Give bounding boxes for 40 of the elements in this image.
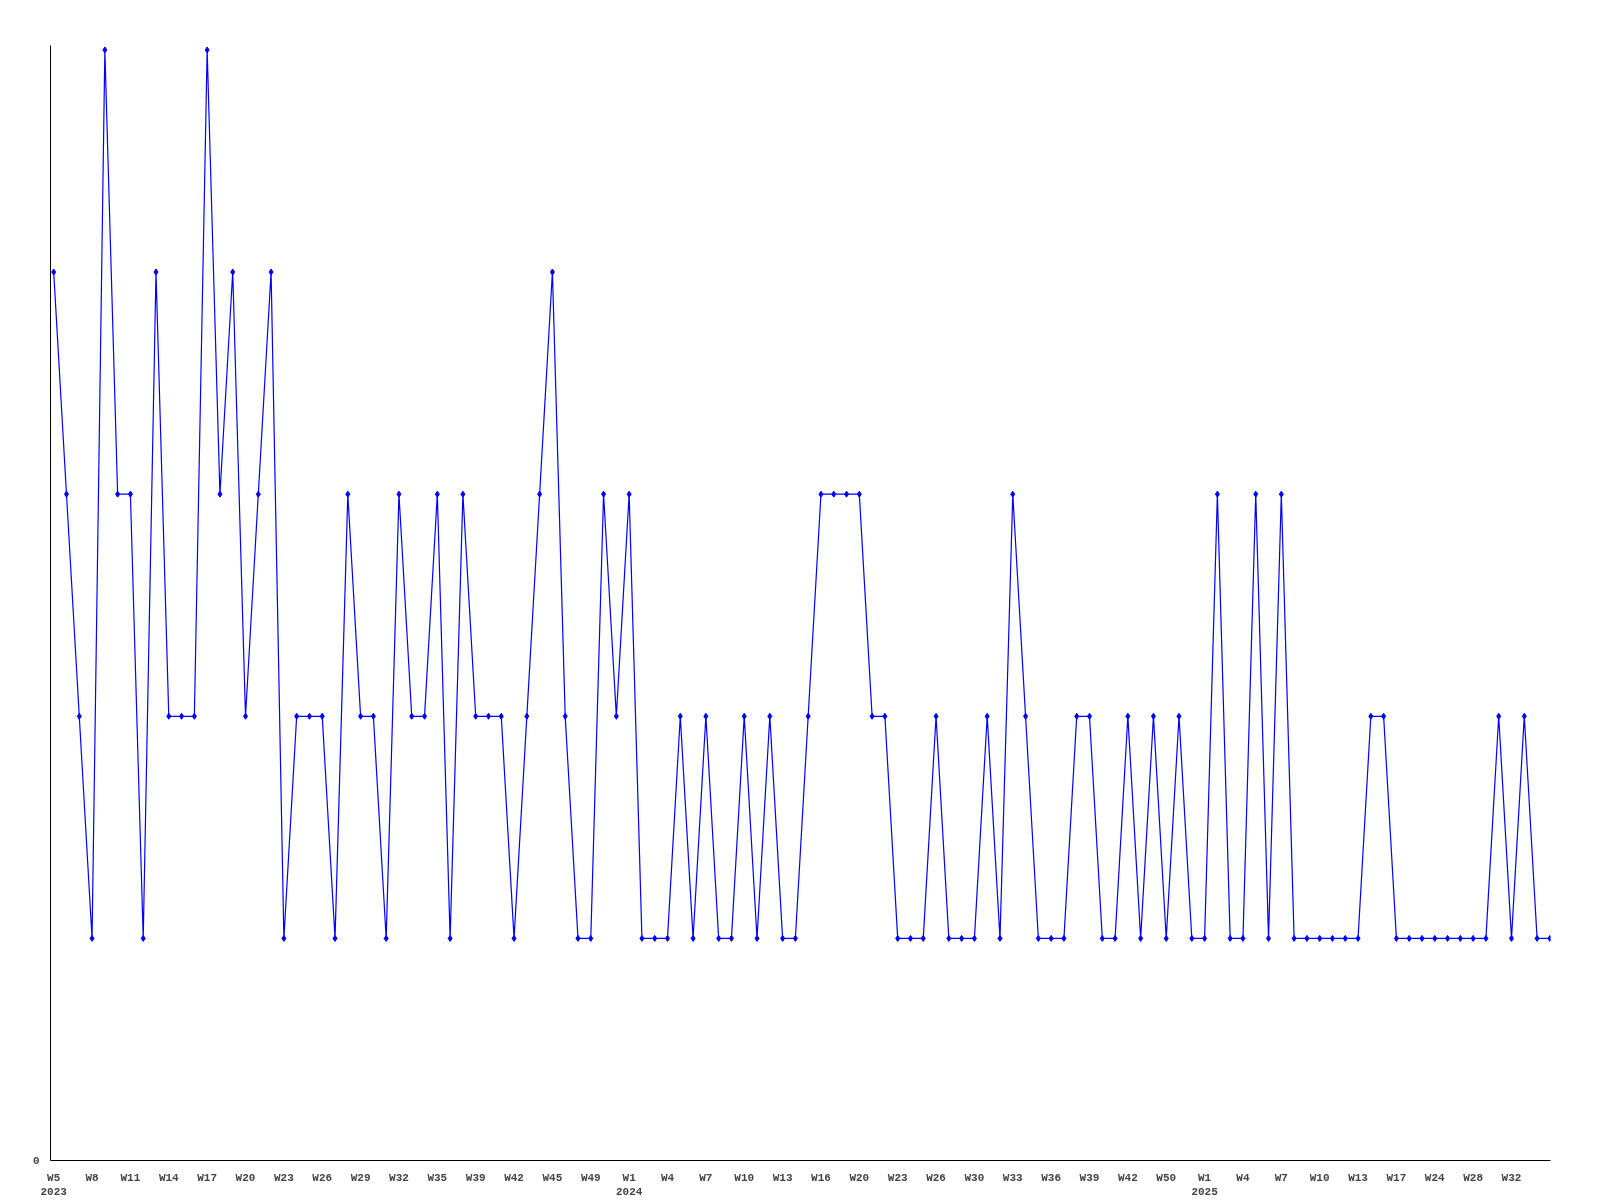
x-tick-label: W10 (1309, 1171, 1330, 1184)
x-tick-label: W29 (350, 1171, 371, 1184)
x-tick-label: W13 (1348, 1171, 1369, 1184)
x-tick-label: W49 (580, 1171, 601, 1184)
x-tick-label: W1 2025 (1191, 1171, 1219, 1198)
x-tick-label: W24 (1424, 1171, 1446, 1184)
x-tick-label: W39 (1079, 1171, 1100, 1184)
x-tick-label: W20 (235, 1171, 256, 1184)
x-tick-label: W16 (811, 1171, 831, 1184)
x-tick-label: W26 (926, 1171, 946, 1184)
x-tick-label: W42 (1117, 1171, 1138, 1184)
x-tick-label: W10 (734, 1171, 755, 1184)
x-tick-label: W4 (660, 1171, 675, 1184)
x-tick-label: W23 (887, 1171, 908, 1184)
x-tick-label: W32 (389, 1171, 409, 1184)
x-tick-label: W26 (312, 1171, 333, 1184)
x-tick-label: W45 (542, 1171, 563, 1184)
x-tick-label: W17 (1386, 1171, 1407, 1184)
x-tick-label: W30 (964, 1171, 985, 1184)
x-tick-label: W14 (158, 1171, 180, 1184)
x-tick-label: W42 (504, 1171, 524, 1184)
x-tick-label: W33 (1002, 1171, 1024, 1184)
x-tick-label: W39 (465, 1171, 486, 1184)
x-tick-label: W36 (1041, 1171, 1062, 1184)
x-tick-label: W50 (1156, 1171, 1177, 1184)
x-tick-label: W20 (849, 1171, 870, 1184)
x-tick-label: W35 (427, 1171, 448, 1184)
x-tick-label: W4 (1236, 1171, 1250, 1184)
x-tick-label: W17 (197, 1171, 218, 1184)
x-tick-label: W7 (1274, 1171, 1288, 1184)
x-tick-label: W13 (772, 1171, 793, 1184)
x-tick-label: W5 2023 (40, 1171, 68, 1198)
x-tick-label: W8 (85, 1171, 100, 1184)
x-tick-label: W7 (699, 1171, 713, 1184)
x-tick-label: W11 (120, 1171, 141, 1184)
x-tick-label: W28 (1463, 1171, 1484, 1184)
x-tick-label: W1 2024 (615, 1171, 643, 1198)
x-tick-label: W23 (273, 1171, 295, 1184)
x-tick-label: W32 (1501, 1171, 1522, 1184)
text: 0 (32, 1155, 40, 1167)
